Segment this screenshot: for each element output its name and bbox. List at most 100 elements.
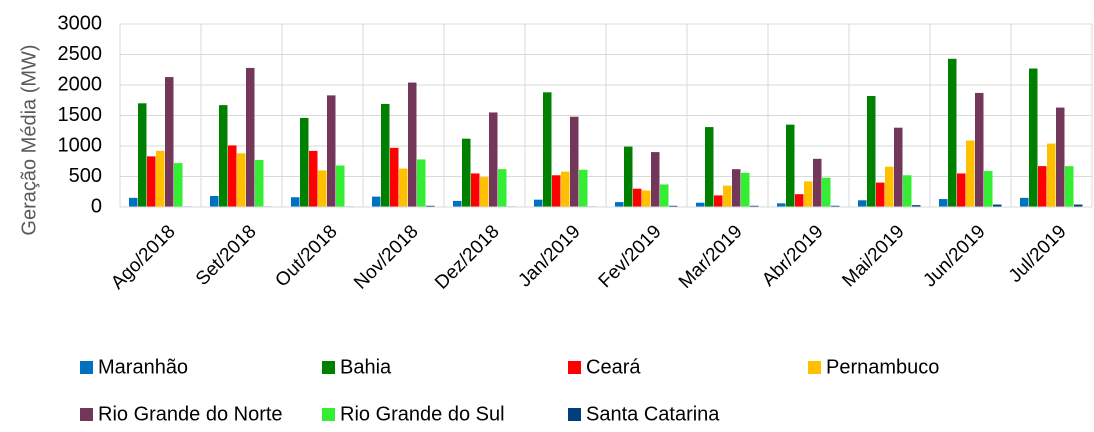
bar: [750, 205, 759, 207]
bar: [939, 199, 948, 207]
bar: [1029, 68, 1038, 207]
y-tick-label: 1500: [58, 104, 103, 126]
bar: [129, 197, 138, 207]
bar: [372, 196, 381, 207]
bar: [471, 173, 480, 207]
bar: [615, 202, 624, 207]
bar: [1047, 143, 1056, 207]
bar: [822, 177, 831, 207]
bar: [309, 150, 318, 207]
bar: [912, 205, 921, 207]
bar: [786, 124, 795, 207]
bar: [291, 197, 300, 207]
legend-label: Santa Catarina: [586, 403, 720, 425]
bar: [174, 163, 183, 207]
bar: [228, 145, 237, 207]
bar: [669, 205, 678, 207]
x-tick-label: Out/2018: [271, 221, 341, 291]
bar: [426, 205, 435, 207]
y-tick-label: 3000: [58, 12, 103, 34]
legend-swatch: [568, 361, 581, 374]
bar: [885, 166, 894, 207]
bar: [777, 203, 786, 207]
bar: [462, 138, 471, 207]
bar: [975, 92, 984, 207]
legend-label: Rio Grande do Norte: [98, 403, 283, 425]
bar: [1056, 107, 1065, 207]
bar: [579, 169, 588, 207]
x-tick-label: Ago/2018: [107, 221, 179, 293]
legend-label: Maranhão: [98, 356, 188, 378]
x-tick-label: Set/2018: [192, 221, 261, 290]
x-tick-label: Jun/2019: [919, 221, 989, 291]
bar: [552, 175, 561, 207]
bar: [831, 205, 840, 207]
x-tick-label: Abr/2019: [758, 221, 827, 290]
bar: [327, 95, 336, 207]
bar: [498, 169, 507, 207]
x-tick-label: Mar/2019: [675, 221, 747, 293]
bar: [489, 112, 498, 207]
bar: [1038, 166, 1047, 207]
bar: [165, 77, 174, 207]
bar: [237, 153, 246, 207]
bar: [795, 194, 804, 207]
bar: [300, 117, 309, 207]
y-tick-label: 1000: [58, 134, 103, 156]
legend-swatch: [322, 361, 335, 374]
bar: [534, 199, 543, 207]
bar: [453, 200, 462, 207]
bar: [660, 184, 669, 207]
bar: [732, 169, 741, 207]
bar: [984, 171, 993, 207]
bar: [867, 95, 876, 207]
bar: [813, 158, 822, 207]
bar: [876, 182, 885, 207]
bar: [1065, 166, 1074, 207]
y-axis-label: Geração Média (MW): [18, 44, 40, 235]
bar: [624, 146, 633, 207]
bar: [858, 200, 867, 207]
bar: [894, 127, 903, 207]
bar: [480, 177, 489, 207]
y-tick-label: 2500: [58, 43, 103, 65]
y-tick-label: 0: [91, 195, 102, 217]
bar: [318, 170, 327, 207]
bar: [390, 147, 399, 207]
bar: [408, 82, 417, 207]
bar: [651, 152, 660, 207]
bar: [255, 160, 264, 207]
bar: [723, 185, 732, 207]
x-tick-label: Fev/2019: [595, 221, 666, 292]
bar: [966, 140, 975, 207]
bar: [804, 181, 813, 207]
bar: [633, 188, 642, 207]
bar: [219, 105, 228, 207]
bar: [138, 103, 147, 207]
legend-swatch: [808, 361, 821, 374]
bar: [399, 168, 408, 207]
y-tick-label: 500: [69, 165, 102, 187]
bar: [714, 195, 723, 207]
x-tick-label: Jan/2019: [514, 221, 584, 291]
bar: [903, 175, 912, 207]
bar: [705, 127, 714, 207]
legend-swatch: [80, 408, 93, 421]
x-tick-label: Dez/2018: [431, 221, 503, 293]
bar: [246, 67, 255, 207]
x-tick-label: Mai/2019: [838, 221, 908, 291]
bar: [156, 150, 165, 207]
bar: [1020, 197, 1029, 207]
bar: [336, 165, 345, 207]
bar: [381, 103, 390, 207]
bar: [696, 202, 705, 207]
bar: [642, 190, 651, 207]
bar: [948, 58, 957, 207]
bar: [147, 156, 156, 207]
y-tick-label: 2000: [58, 73, 103, 95]
bar: [993, 204, 1002, 207]
legend-swatch: [322, 408, 335, 421]
bar: [417, 159, 426, 207]
legend-label: Rio Grande do Sul: [340, 403, 505, 425]
